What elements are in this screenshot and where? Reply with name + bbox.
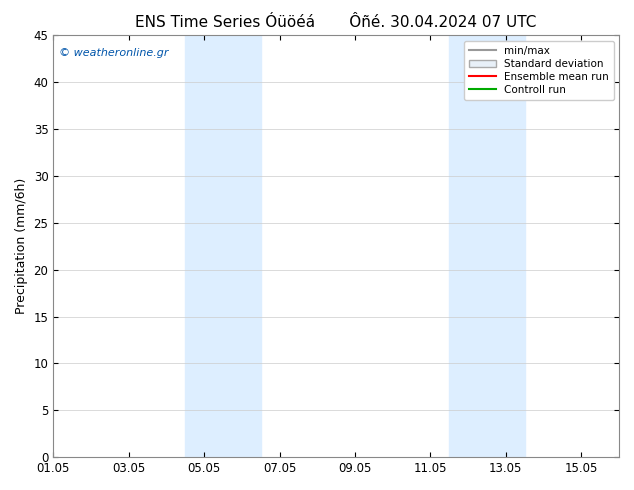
Bar — [450, 35, 525, 457]
Text: © weatheronline.gr: © weatheronline.gr — [59, 48, 169, 58]
Y-axis label: Precipitation (mm/6h): Precipitation (mm/6h) — [15, 178, 28, 315]
Bar — [185, 35, 261, 457]
Title: ENS Time Series Óüöéá       Ôñé. 30.04.2024 07 UTC: ENS Time Series Óüöéá Ôñé. 30.04.2024 07… — [136, 15, 537, 30]
Legend: min/max, Standard deviation, Ensemble mean run, Controll run: min/max, Standard deviation, Ensemble me… — [464, 41, 614, 100]
